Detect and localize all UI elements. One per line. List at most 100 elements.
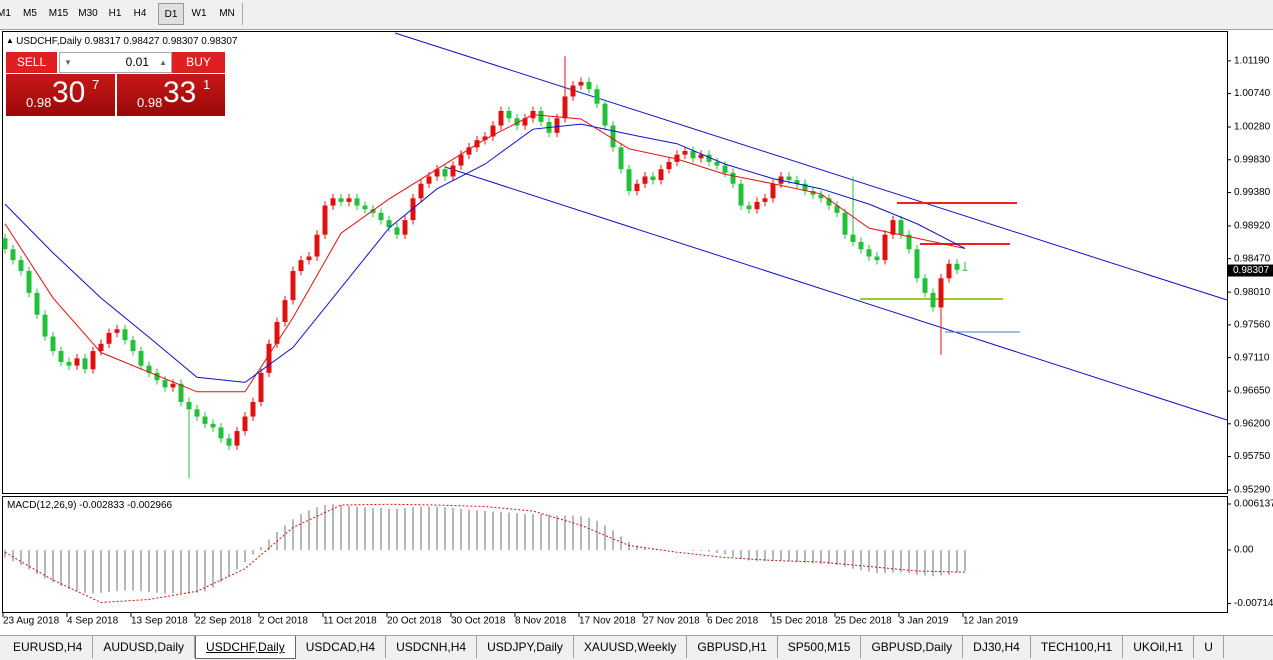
candle-body [266,343,272,373]
candle-body [210,423,216,428]
chart-tab[interactable]: USDCAD,H4 [296,636,387,658]
candle-body [882,234,888,261]
macd-signal [4,503,966,603]
candle-body [554,118,560,133]
candle-body [338,198,344,202]
x-tick-label: 12 Jan 2019 [963,616,1018,627]
candle-body [874,256,880,261]
candle-body [82,358,88,370]
chart-tab[interactable]: XAUUSD,Weekly [574,636,688,658]
y-tick-label: 1.00280 [1234,122,1271,133]
candle-body [586,81,592,90]
candle-body [954,263,960,270]
timeframe-button[interactable]: MN [219,8,235,19]
candle-body [674,154,680,162]
timeframe-button[interactable]: M30 [78,8,98,19]
candle-body [714,161,720,166]
chart-tab[interactable]: GBPUSD,H1 [687,636,778,658]
moving-average [4,123,966,383]
timeframe-button[interactable]: D1 [158,3,184,25]
candle-body [482,136,488,141]
candle-body [138,351,144,366]
candle-body [578,81,584,86]
lot-input[interactable]: ▼ 0.01 ▲ [59,52,172,73]
timeframe-button[interactable]: M1 [0,8,11,19]
candle-body [234,431,240,446]
candle-body [898,220,904,235]
x-tick-label: 11 Oct 2018 [323,616,377,627]
candle-body [762,198,768,202]
candle-body [130,340,136,352]
candle-body [290,271,296,301]
candle-body [362,205,368,210]
y-tick-label: 0.96650 [1234,386,1271,397]
buy-price[interactable]: 0.98 33 1 [117,74,225,116]
candle-body [938,278,944,308]
channel-upper [394,32,1228,301]
chart-header: ▲ USDCHF,Daily 0.98317 0.98427 0.98307 0… [6,36,238,47]
x-tick-label: 30 Oct 2018 [451,616,506,627]
x-tick-label: 15 Dec 2018 [771,616,828,627]
candle-body [458,154,464,166]
x-tick-label: 13 Sep 2018 [131,616,188,627]
candle-body [2,238,8,250]
timeframe-button[interactable]: H1 [108,8,122,19]
candle-body [226,438,232,446]
chart-tab[interactable]: UKOil,H1 [1123,636,1195,658]
chart-tab[interactable]: GBPUSD,Daily [861,636,964,658]
candle-body [450,165,456,177]
candle-body [250,401,256,417]
candle-body [650,176,656,181]
candle-body [258,372,264,402]
candle-body [26,271,32,293]
candle-body [314,234,320,257]
sell-price[interactable]: 0.98 30 7 [6,74,115,116]
timeframe-button[interactable]: M15 [48,8,69,19]
chart-tab[interactable]: EURUSD,H4 [3,636,94,658]
candle-body [634,183,640,192]
lot-up[interactable]: ▲ [159,58,167,67]
pips: 30 [52,76,86,109]
candle-body [154,372,160,381]
y-tick-label: 1.01190 [1234,55,1270,66]
buy-button[interactable]: BUY [172,52,225,73]
lot-down[interactable]: ▼ [64,58,72,67]
ohlc-close: 0.98307 [201,36,238,47]
candle-body [426,176,432,184]
x-tick-label: 20 Oct 2018 [387,616,442,627]
candle-body [402,220,408,235]
candle-body [394,227,400,235]
toolbar-separator [242,3,243,25]
chart-tab[interactable]: USDJPY,Daily [477,636,574,658]
candle-body [354,198,360,206]
chart-tab[interactable]: DJ30,H4 [963,636,1031,658]
chart-tab[interactable]: AUDUSD,Daily [93,636,196,658]
candle-body [666,161,672,170]
candle-body [66,361,72,366]
chart-tab[interactable]: U [1194,636,1224,658]
chart-background [0,30,1273,635]
y-tick-label: 0.98470 [1234,253,1271,264]
candle-body [690,151,696,159]
sell-button[interactable]: SELL [6,52,57,73]
candle-body [698,154,704,159]
candle-body [202,416,208,424]
chart-tab[interactable]: USDCHF,Daily [195,636,296,659]
x-tick-label: 2 Oct 2018 [259,616,308,627]
candle-body [194,409,200,417]
candle-body [218,427,224,439]
candle-body [442,169,448,177]
candle-body [570,85,576,97]
x-tick-label: 8 Nov 2018 [515,616,567,627]
y-tick-label: 0.97110 [1234,352,1270,363]
y-tick-label: -0.007142 [1234,598,1273,609]
timeframe-button[interactable]: M5 [23,8,37,19]
chart-tab[interactable]: TECH100,H1 [1031,636,1124,658]
timeframe-button[interactable]: W1 [191,8,207,19]
x-tick-label: 25 Dec 2018 [835,616,892,627]
chart-tab[interactable]: SP500,M15 [778,636,862,658]
timeframe-button[interactable]: H4 [133,8,147,19]
chart-tab[interactable]: USDCNH,H4 [386,636,478,658]
candle-body [610,125,616,148]
